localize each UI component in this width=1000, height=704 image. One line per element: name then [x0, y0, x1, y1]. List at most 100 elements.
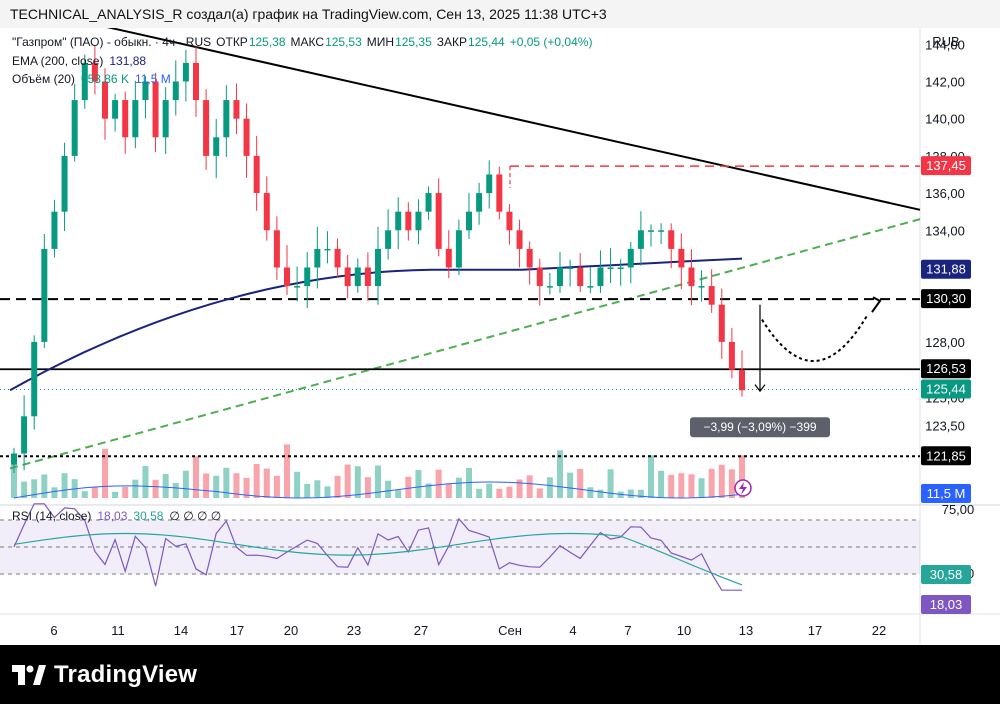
- volume-bar: [597, 489, 604, 498]
- candle-body: [678, 248, 685, 268]
- volume-bar: [648, 455, 654, 498]
- volume-bar: [445, 484, 452, 498]
- volume-bar: [708, 468, 715, 498]
- volume-bar: [132, 479, 139, 498]
- projection-arrowhead: [754, 384, 766, 393]
- legend-rsi-ma: 30,58: [133, 509, 163, 523]
- volume-bar: [476, 488, 483, 498]
- volume-bar: [567, 472, 574, 498]
- volume-bar: [587, 487, 594, 498]
- candle-body: [344, 267, 351, 287]
- volume-bar: [526, 475, 533, 498]
- time-axis-label: 7: [624, 623, 631, 638]
- volume-bar: [263, 468, 270, 498]
- price-axis-label: 144,00: [925, 37, 965, 52]
- candle-body: [577, 267, 584, 287]
- volume-bar: [193, 456, 199, 498]
- measure-tooltip[interactable]: [690, 417, 830, 438]
- volume-bar: [385, 480, 392, 498]
- volume-bar: [324, 486, 331, 498]
- volume-bar: [11, 456, 17, 498]
- volume-ma-line: [13, 481, 743, 499]
- volume-bar: [718, 464, 725, 498]
- legend-close: 125,44: [468, 35, 505, 49]
- footer: TradingView: [0, 645, 1000, 704]
- price-tag-text: 137,45: [926, 158, 966, 173]
- price-axis-label: 134,00: [925, 223, 965, 238]
- volume-bar: [668, 474, 675, 498]
- candle-body: [688, 267, 695, 287]
- volume-bar: [395, 490, 402, 498]
- candle-body: [587, 286, 594, 288]
- candle-body: [557, 267, 563, 287]
- candle-body: [607, 267, 614, 269]
- candle-body: [314, 248, 321, 268]
- chart-area[interactable]: −3,99 (−3,09%) −399 75,0035,0030,5818,03…: [0, 4, 1000, 645]
- legend-low-label: МИН: [367, 35, 394, 49]
- tradingview-logo[interactable]: TradingView: [12, 659, 197, 691]
- time-axis-label: 27: [414, 623, 428, 638]
- price-tag-volume: [921, 484, 971, 503]
- candle-body: [466, 211, 472, 231]
- candle-body: [476, 193, 483, 212]
- rsi-value-tag-text: 18,03: [930, 597, 963, 612]
- candle-body: [435, 193, 442, 249]
- price-axis-label: 142,00: [925, 74, 965, 89]
- candle-body: [233, 100, 240, 119]
- candle-body: [486, 174, 493, 194]
- candle-body: [334, 248, 341, 268]
- volume-bar: [112, 491, 119, 498]
- legend-volume-label: Объём (20): [12, 72, 75, 86]
- volume-bar: [253, 464, 260, 498]
- time-axis-label: 13: [739, 623, 753, 638]
- candle-body: [243, 118, 250, 156]
- candle-body: [708, 286, 715, 305]
- price-axis-label: 140,00: [925, 112, 965, 127]
- candle-body: [739, 369, 745, 391]
- volume-bar: [284, 444, 290, 498]
- volume-bar: [21, 481, 28, 498]
- volume-bar: [172, 482, 179, 498]
- volume-bar: [41, 474, 48, 498]
- volume-bar: [466, 468, 472, 498]
- candle-body: [718, 304, 725, 342]
- volume-bar: [294, 471, 301, 498]
- volume-bar: [637, 489, 644, 498]
- legend-high: 125,53: [325, 35, 362, 49]
- chart-svg[interactable]: −3,99 (−3,09%) −399 75,0035,0030,5818,03…: [0, 4, 1000, 645]
- candle-body: [496, 174, 503, 212]
- volume-bar: [557, 450, 563, 498]
- volume-bar: [678, 473, 685, 498]
- share-header-text: TECHNICAL_ANALYSIS_R создал(а) график на…: [10, 6, 607, 22]
- price-axis[interactable]: [920, 28, 1000, 645]
- candle-body: [122, 100, 129, 138]
- candle-body: [41, 248, 48, 342]
- rsi-line: [13, 503, 742, 591]
- volume-bar: [51, 487, 58, 498]
- volume-bar: [728, 469, 735, 498]
- currency-label: RUB: [932, 34, 959, 49]
- volume-bar: [506, 486, 513, 498]
- volume-bar: [658, 470, 665, 498]
- legend-change: +0,05 (+0,04%): [510, 35, 593, 49]
- volume-bar: [435, 469, 442, 498]
- volume-bar: [203, 473, 210, 498]
- candle-body: [142, 81, 149, 101]
- volume-bar: [364, 477, 371, 498]
- price-tag-text: 130,30: [926, 291, 966, 306]
- candle-body: [597, 267, 604, 287]
- candle-body: [31, 341, 38, 417]
- price-tag-text: 125,44: [926, 382, 966, 397]
- volume-bar: [31, 479, 38, 498]
- candle-body: [506, 211, 513, 231]
- volume-bar: [142, 466, 149, 498]
- candle-body: [193, 62, 199, 101]
- price-axis-label: 128,00: [925, 335, 965, 350]
- volume-bar: [739, 455, 745, 498]
- price-tag-level: [921, 446, 971, 466]
- candle-body: [516, 230, 523, 249]
- volume-bar: [486, 483, 493, 498]
- volume-bar: [536, 488, 543, 498]
- candle-body: [385, 230, 392, 249]
- candle-body: [132, 100, 139, 138]
